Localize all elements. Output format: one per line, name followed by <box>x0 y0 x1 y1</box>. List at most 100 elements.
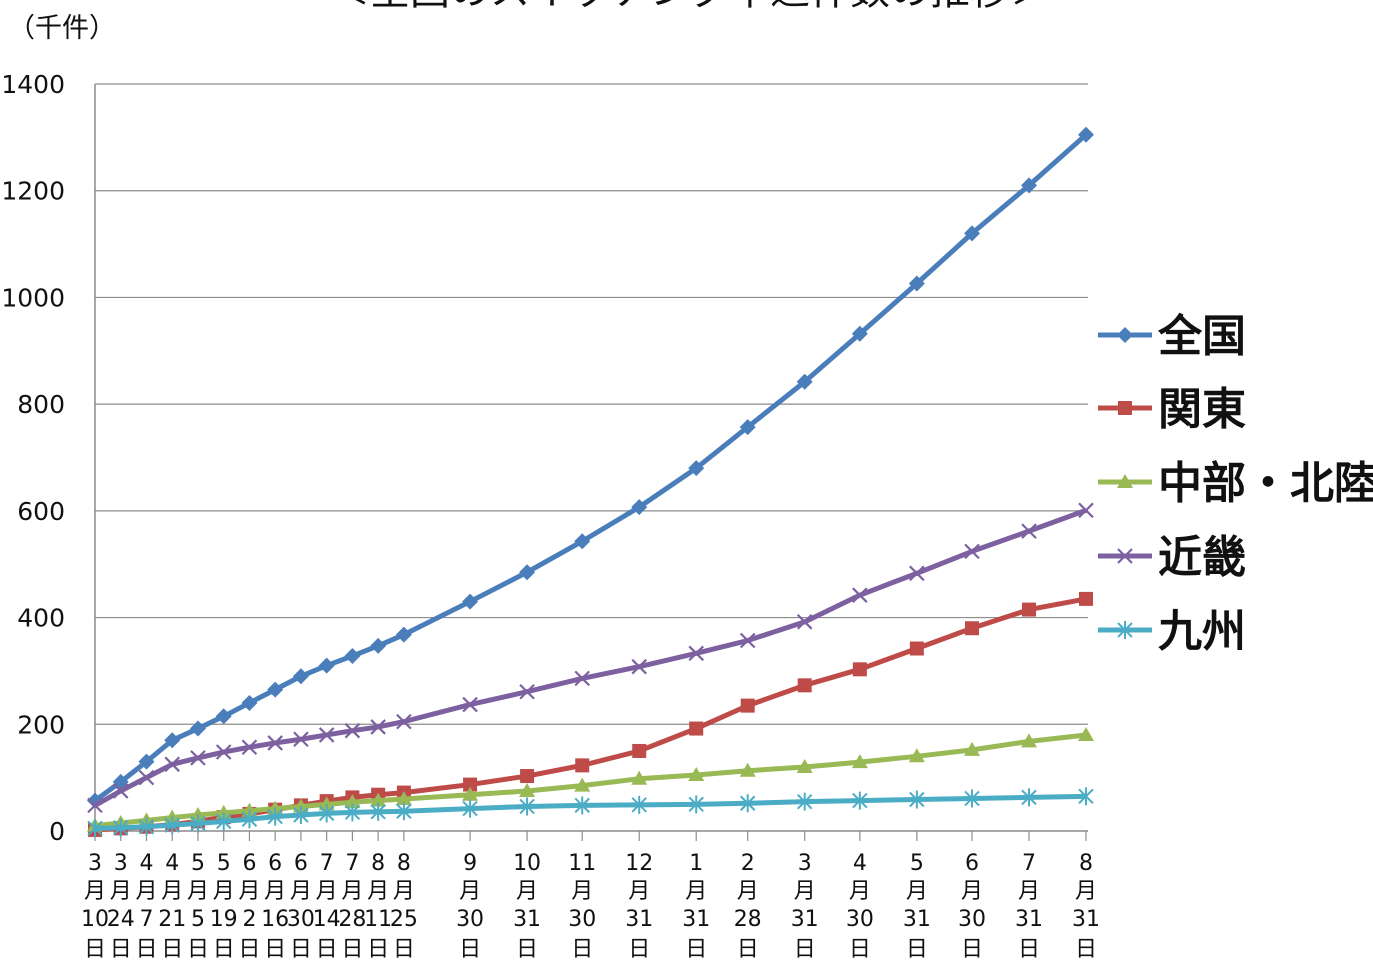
x-tick-label: 月 <box>1075 879 1097 904</box>
data-point-diamond <box>241 694 258 711</box>
data-point-square <box>1118 401 1132 415</box>
legend-label: 中部・北陸 <box>1158 458 1373 509</box>
data-point-diamond <box>292 668 309 685</box>
data-point-asterisk <box>1078 787 1094 806</box>
data-point-triangle <box>631 770 648 785</box>
data-point-diamond <box>1021 177 1038 194</box>
data-point-square <box>909 641 924 656</box>
data-point-diamond <box>688 460 705 477</box>
x-tick-label: 月 <box>393 879 415 904</box>
data-point-diamond <box>574 533 591 550</box>
x-tick-label: 日 <box>367 937 389 962</box>
series-3 <box>87 502 1094 814</box>
y-tick-label: 800 <box>17 390 65 419</box>
x-tick-label: 30 <box>287 907 315 932</box>
chart-title: ＜全国のスイッチング申込件数の推移＞ <box>330 0 1050 14</box>
data-point-triangle <box>292 798 309 813</box>
data-point-triangle <box>318 796 335 811</box>
x-tick-label: 月 <box>161 879 183 904</box>
legend-label: 全国 <box>1157 311 1246 362</box>
data-point-x <box>87 797 103 814</box>
x-tick-label: 月 <box>316 879 338 904</box>
x-tick-label: 日 <box>849 937 871 962</box>
x-tick-label: 4 <box>853 851 867 876</box>
data-point-triangle <box>215 804 232 819</box>
x-tick-label: 31 <box>1015 907 1043 932</box>
data-point-square <box>1079 591 1093 606</box>
data-point-diamond <box>267 681 284 698</box>
x-tick-label: 月 <box>459 879 481 904</box>
data-point-asterisk <box>318 804 335 823</box>
legend-label: 関東 <box>1158 384 1246 435</box>
x-tick-label: 月 <box>849 879 871 904</box>
data-point-diamond <box>138 753 155 770</box>
x-tick-label: 2 <box>741 851 755 876</box>
x-tick-label: 月 <box>341 879 363 904</box>
x-tick-label: 日 <box>571 937 593 962</box>
x-tick-label: 月 <box>110 879 132 904</box>
legend-item: 全国 <box>1098 311 1246 362</box>
x-tick-label: 6 <box>268 851 282 876</box>
data-point-asterisk <box>138 817 155 836</box>
data-point-asterisk <box>739 794 756 813</box>
x-tick-label: 月 <box>238 879 260 904</box>
data-point-x <box>519 683 535 700</box>
x-tick-label: 日 <box>316 937 338 962</box>
data-point-asterisk <box>215 812 232 831</box>
data-point-asterisk <box>688 795 704 814</box>
x-tick-label: 6 <box>965 851 979 876</box>
data-point-triangle <box>344 794 361 809</box>
data-point-asterisk <box>344 803 361 822</box>
data-point-triangle <box>1117 474 1133 488</box>
x-tick-label: 日 <box>906 937 928 962</box>
data-point-x <box>574 670 591 687</box>
data-point-asterisk <box>190 814 206 833</box>
series-line <box>94 596 1087 833</box>
x-tick-label: 3 <box>88 851 102 876</box>
data-point-triangle <box>964 741 981 756</box>
x-tick-label: 11 <box>364 907 392 932</box>
x-tick-label: 日 <box>187 937 209 962</box>
data-point-asterisk <box>396 802 412 821</box>
data-point-asterisk <box>293 805 309 824</box>
x-tick-label: 日 <box>84 937 106 962</box>
x-tick-label: 4 <box>165 851 179 876</box>
x-tick-label: 月 <box>685 879 707 904</box>
data-point-triangle <box>574 777 591 792</box>
x-tick-label: 8 <box>1079 851 1093 876</box>
x-tick-label: 月 <box>84 879 106 904</box>
x-tick-label: 1 <box>689 851 703 876</box>
series-4 <box>87 787 1094 838</box>
x-tick-label: 7 <box>320 851 334 876</box>
legend-item: 中部・北陸 <box>1098 458 1373 509</box>
x-tick-label: 16 <box>261 907 289 932</box>
x-tick-label: 12 <box>625 851 653 876</box>
data-point-asterisk <box>964 789 980 808</box>
legend-item: 近畿 <box>1098 532 1246 583</box>
data-point-asterisk <box>462 799 478 818</box>
data-point-square <box>632 743 647 758</box>
data-point-x <box>909 565 925 582</box>
data-point-x <box>396 713 412 730</box>
data-point-triangle <box>796 758 813 773</box>
legend-item: 関東 <box>1098 384 1246 435</box>
data-point-x <box>964 543 980 560</box>
legend-label: 近畿 <box>1158 532 1246 583</box>
x-tick-label: 14 <box>313 907 341 932</box>
data-point-asterisk <box>113 818 129 837</box>
data-point-triangle <box>851 754 868 769</box>
data-point-diamond <box>631 499 648 516</box>
data-point-diamond <box>370 637 387 654</box>
x-tick-label: 6 <box>242 851 256 876</box>
series-line <box>93 132 1088 803</box>
x-tick-label: 19 <box>210 907 238 932</box>
legend-item: 九州 <box>1098 606 1246 657</box>
data-point-diamond <box>519 564 536 581</box>
data-point-x <box>688 645 704 662</box>
data-point-x <box>344 722 361 739</box>
y-tick-label: 400 <box>17 604 65 633</box>
x-tick-label: 月 <box>906 879 928 904</box>
x-tick-label: 日 <box>290 937 312 962</box>
